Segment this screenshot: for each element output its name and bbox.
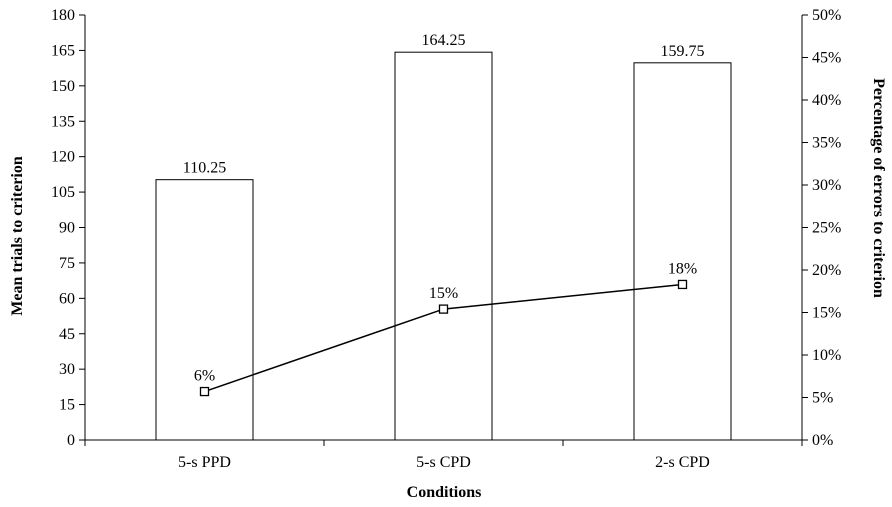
bar-data-label: 159.75 <box>661 43 705 60</box>
y2-tick-label: 15% <box>812 305 841 322</box>
y-tick-label: 165 <box>51 42 75 59</box>
line-data-label: 6% <box>194 368 215 385</box>
line-point-marker <box>438 304 449 314</box>
x-tick-label: 5-s PPD <box>178 454 231 471</box>
y-tick-label: 90 <box>59 220 75 237</box>
y2-tick-label: 40% <box>812 92 841 109</box>
y-tick-label: 75 <box>59 255 75 272</box>
x-tick-label: 5-s CPD <box>416 454 471 471</box>
bars <box>155 51 732 441</box>
y-tick-label: 15 <box>59 397 75 414</box>
bar-data-label: 164.25 <box>422 32 466 49</box>
y-tick-label: 105 <box>51 184 75 201</box>
bar <box>394 51 493 441</box>
bar <box>155 179 254 441</box>
x-axis-title: Conditions <box>407 484 482 501</box>
y-tick-label: 180 <box>51 7 75 24</box>
axes: 0 15 30 45 60 75 90 105 120 135 150 165 180 0% 5% 10% 15… <box>51 7 841 471</box>
line-point-marker <box>677 279 688 290</box>
line-point-marker <box>199 386 210 397</box>
y2-tick-label: 25% <box>812 220 841 237</box>
labels: 110.25 164.25 159.75 6% 15% 18% <box>183 32 705 384</box>
y2-tick-label: 45% <box>812 50 841 67</box>
y-axis-title: Mean trials to criterion <box>9 156 26 316</box>
x-tick-label: 2-s CPD <box>655 454 710 471</box>
y2-tick-label: 20% <box>812 262 841 279</box>
y2-tick-label: 0% <box>812 432 833 449</box>
y-tick-label: 135 <box>51 113 75 130</box>
y-tick-label: 120 <box>51 149 75 166</box>
y2-tick-label: 10% <box>812 347 841 364</box>
line-data-label: 18% <box>668 260 697 277</box>
y2-tick-label: 30% <box>812 177 841 194</box>
line-series <box>199 279 688 397</box>
y2-axis-title: Percentage of errors to criterion <box>870 78 887 298</box>
line-data-label: 15% <box>429 285 458 302</box>
y-tick-label: 30 <box>59 361 75 378</box>
y2-tick-label: 35% <box>812 135 841 152</box>
y-tick-label: 45 <box>59 326 75 343</box>
bar <box>633 62 732 441</box>
y2-tick-label: 5% <box>812 390 833 407</box>
bar-data-label: 110.25 <box>183 160 226 177</box>
y-tick-label: 60 <box>59 290 75 307</box>
y-tick-label: 150 <box>51 78 75 95</box>
y-tick-label: 0 <box>67 432 75 449</box>
y2-tick-label: 50% <box>812 7 841 24</box>
